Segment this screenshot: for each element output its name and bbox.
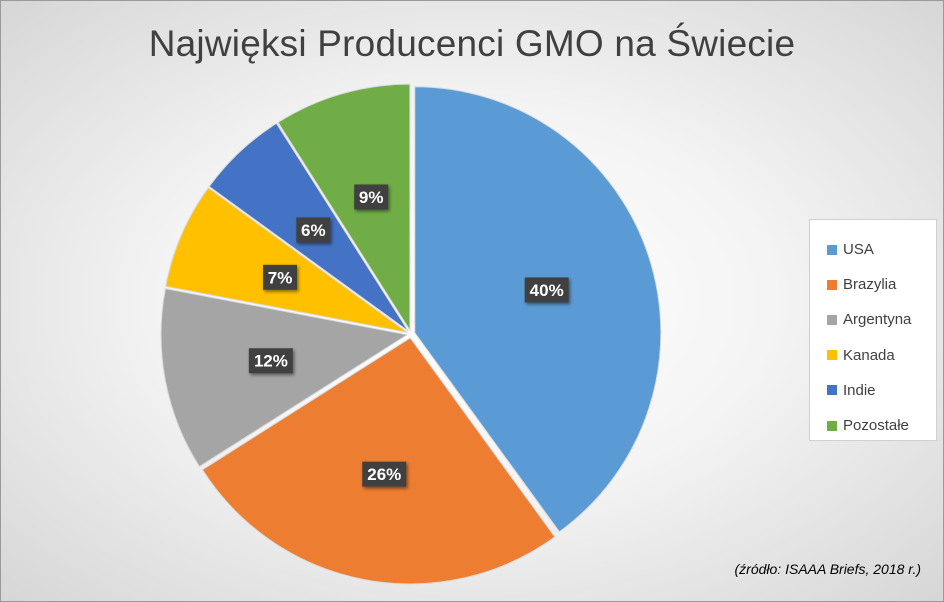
legend-label: Kanada	[843, 346, 895, 364]
svg-text:26%: 26%	[367, 465, 401, 484]
legend-item-kanada: Kanada	[810, 338, 936, 373]
legend-label: Indie	[843, 381, 876, 399]
data-label-usa: 40%	[524, 277, 569, 303]
svg-text:6%: 6%	[301, 221, 326, 240]
legend-item-usa: USA	[810, 232, 936, 267]
legend-label: USA	[843, 241, 874, 259]
legend-item-brazylia: Brazylia	[810, 267, 936, 302]
legend-swatch	[827, 350, 837, 361]
legend-label: Brazylia	[843, 276, 897, 294]
svg-text:9%: 9%	[359, 188, 384, 207]
legend-swatch	[827, 420, 837, 431]
pie-slice-pozostale	[277, 83, 411, 332]
pie-slice-kanada	[165, 187, 408, 333]
pie-slice-brazylia	[201, 337, 556, 585]
data-label-kanada: 7%	[263, 264, 298, 290]
legend-swatch	[827, 385, 837, 396]
legend-swatch	[827, 279, 837, 290]
pie-slice-usa	[414, 86, 662, 533]
data-label-indie: 6%	[296, 217, 331, 243]
chart-title: Najwięksi Producenci GMO na Świecie	[148, 23, 796, 64]
legend-item-indie: Indie	[810, 373, 936, 408]
svg-text:7%: 7%	[268, 268, 293, 287]
legend-item-pozostale: Pozostałe	[810, 408, 936, 443]
data-label-pozostale: 9%	[354, 184, 389, 210]
legend-swatch	[827, 314, 837, 325]
pie-slice-argentyna	[160, 288, 409, 468]
data-label-argentyna: 12%	[248, 348, 293, 374]
legend-label: Argentyna	[843, 311, 912, 329]
svg-text:40%: 40%	[530, 281, 564, 300]
data-label-brazylia: 26%	[362, 461, 407, 487]
legend-swatch	[827, 244, 837, 255]
svg-text:12%: 12%	[254, 352, 288, 371]
source-note: (źródło: ISAAA Briefs, 2018 r.)	[734, 561, 921, 577]
legend: USA Brazylia Argentyna Kanada Indie Pozo…	[809, 219, 937, 441]
legend-item-argentyna: Argentyna	[810, 302, 936, 337]
legend-label: Pozostałe	[843, 417, 909, 435]
